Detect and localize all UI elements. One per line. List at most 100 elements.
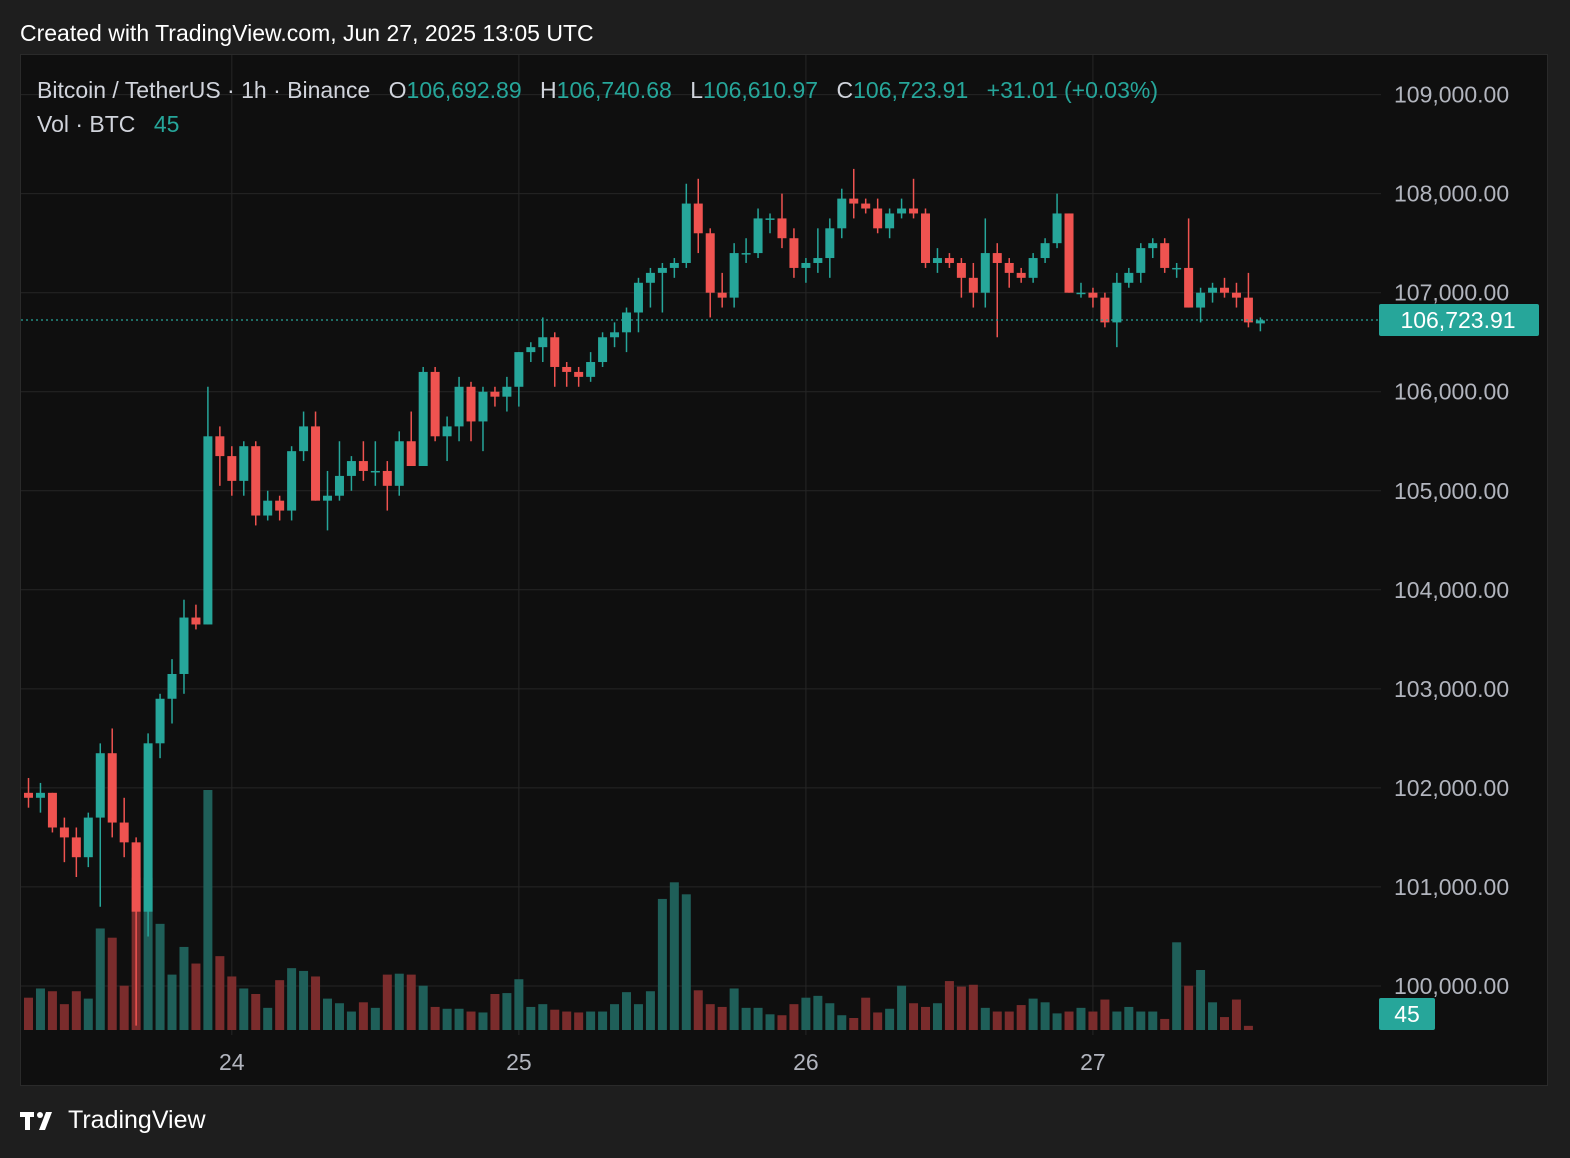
candle-body [777, 218, 787, 239]
volume-bar [1136, 1011, 1146, 1030]
volume-bar [334, 1003, 344, 1030]
volume-bar [622, 992, 631, 1030]
volume-bar [968, 984, 978, 1030]
volume-bar [1088, 1011, 1098, 1030]
candle-body [107, 753, 117, 823]
candle-body [1016, 272, 1026, 278]
candle [1064, 213, 1074, 293]
candle [669, 258, 679, 278]
ohlc-legend-row: Bitcoin / TetherUS · 1h · Binance O106,6… [37, 77, 1158, 111]
candle [562, 362, 572, 387]
chart-panel[interactable]: 100,000.00 101,000.00 102,000.00 103,000.00… [20, 54, 1548, 1086]
candle [418, 366, 428, 467]
y-tick-label: 104,000.00 [1394, 577, 1509, 603]
symbol-label: Bitcoin / TetherUS · 1h · Binance [37, 77, 371, 103]
candle-body [346, 461, 356, 476]
x-tick-label: 25 [506, 1049, 532, 1075]
volume-legend-row: Vol · BTC 45 [37, 111, 1158, 145]
tradingview-brand[interactable]: TradingView [68, 1106, 206, 1134]
volume-bar [275, 980, 285, 1030]
candle-body [251, 446, 261, 516]
volume-bar [980, 1007, 990, 1030]
volume-bar [478, 1012, 488, 1030]
candle [275, 495, 285, 521]
volume-bar [801, 997, 811, 1030]
volume-bar [574, 1012, 584, 1030]
volume-bar [370, 1007, 380, 1030]
candle-body [849, 198, 859, 204]
candle [1255, 317, 1265, 332]
low-value: 106,610.97 [702, 77, 819, 103]
y-tick-label: 101,000.00 [1394, 874, 1509, 900]
candle [885, 208, 895, 239]
candle-body [119, 822, 129, 843]
volume-bar [849, 1018, 859, 1030]
volume-bar [562, 1011, 572, 1030]
tradingview-logo-icon[interactable] [20, 1110, 60, 1132]
candle [1136, 243, 1146, 283]
volume-bar [502, 993, 512, 1030]
volume-bar [1100, 999, 1110, 1030]
candle-body [430, 371, 440, 437]
volume-bar [1160, 1018, 1170, 1030]
volume-bar [167, 974, 177, 1030]
low-label: L [690, 77, 703, 103]
candle [71, 827, 81, 878]
volume-bar [1124, 1006, 1134, 1030]
candle-body [992, 253, 1002, 263]
candle [538, 317, 548, 363]
candle [729, 243, 739, 308]
volume-bar [323, 998, 332, 1030]
candle-body [813, 258, 823, 263]
candle [1076, 282, 1086, 298]
candle-body [370, 470, 380, 473]
volume-bar [59, 1004, 69, 1030]
candle [299, 411, 309, 462]
candle [1172, 262, 1182, 278]
candlestick-chart[interactable]: 100,000.00 101,000.00 102,000.00 103,000.00… [21, 55, 1547, 1085]
chart-legend: Bitcoin / TetherUS · 1h · Binance O106,6… [37, 77, 1158, 145]
candle-body [681, 203, 691, 263]
volume-bar [107, 937, 117, 1030]
candle [370, 441, 380, 486]
candle [813, 228, 823, 273]
candle [514, 352, 524, 407]
volume-bar [454, 1008, 464, 1030]
candle-body [24, 792, 33, 798]
candle-body [1172, 267, 1182, 270]
volume-bar [729, 988, 739, 1030]
candle [1112, 272, 1122, 348]
candle-body [454, 386, 464, 427]
volume-bar [1016, 1005, 1026, 1030]
candle-body [143, 743, 153, 912]
volume-bar [693, 990, 703, 1030]
volume-bar [203, 790, 213, 1030]
close-label: C [836, 77, 854, 103]
candle [1004, 258, 1014, 288]
close-value: 106,723.91 [853, 77, 969, 103]
volume-bar [932, 1003, 942, 1030]
volume-bar [1064, 1011, 1074, 1030]
volume-bar [873, 1012, 883, 1030]
candle-body [95, 753, 105, 818]
volume-bar [789, 1004, 799, 1030]
volume-bar [956, 986, 966, 1030]
candle [406, 411, 416, 467]
candle-body [215, 436, 225, 457]
volume-bar [299, 970, 309, 1030]
candle-body [873, 208, 883, 229]
volume-bar [610, 1004, 620, 1030]
candle-body [35, 792, 45, 798]
candle [717, 272, 727, 308]
y-tick-label: 108,000.00 [1394, 181, 1509, 207]
candle-body [1040, 243, 1050, 259]
volume-bar [346, 1011, 356, 1030]
x-tick-label: 27 [1080, 1049, 1106, 1075]
volume-bar [179, 946, 189, 1030]
volume-bar [1184, 985, 1194, 1030]
candle [1148, 238, 1158, 259]
candle-body [968, 277, 978, 293]
candle-body [729, 253, 739, 298]
volume-bar [1231, 999, 1241, 1030]
candle-body [885, 213, 895, 229]
